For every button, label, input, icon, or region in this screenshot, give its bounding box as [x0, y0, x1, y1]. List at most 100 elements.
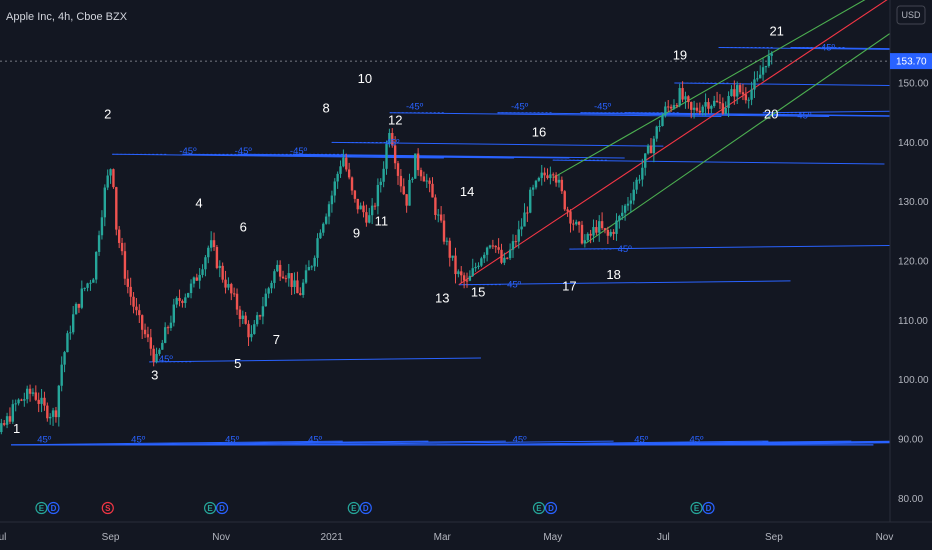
candle-body — [687, 96, 690, 103]
candle-body — [675, 105, 679, 107]
x-tick-label: Sep — [102, 532, 120, 543]
candle-body — [543, 172, 546, 176]
candle-body — [750, 89, 753, 100]
candle-body — [209, 240, 213, 248]
candle-body — [471, 268, 474, 276]
candle-body — [192, 277, 196, 284]
event-marker-d — [47, 501, 60, 515]
candle-body — [215, 247, 219, 268]
candle-body — [537, 177, 541, 181]
event-marker-text: S — [105, 504, 111, 513]
candle-body — [646, 145, 650, 154]
candle-body — [583, 240, 587, 244]
candle-body — [460, 271, 463, 276]
candle-body — [60, 364, 63, 386]
candle-body — [184, 297, 187, 303]
candle-body — [34, 392, 38, 400]
gann-down-line-10 — [674, 82, 890, 87]
wave-label-11: 11 — [375, 213, 389, 228]
candle-body — [132, 296, 135, 307]
candle-body — [704, 102, 707, 107]
candle-body — [158, 349, 161, 354]
candle-body — [747, 99, 750, 101]
candle-body — [290, 273, 293, 288]
wave-label-4: 4 — [195, 196, 202, 211]
candle-body — [106, 175, 109, 188]
candle-body — [695, 107, 699, 111]
candle-body — [428, 180, 431, 184]
y-tick-label: 140.00 — [898, 138, 929, 149]
candle-body — [74, 303, 78, 315]
candle-body — [350, 177, 354, 191]
candle-body — [324, 216, 328, 224]
candle-body — [678, 88, 681, 106]
candle-body — [353, 190, 357, 199]
candle-body — [221, 265, 224, 280]
candle-body — [655, 126, 658, 139]
gann-down-line-9 — [624, 112, 890, 117]
event-marker-d — [359, 501, 372, 515]
candle-body — [307, 267, 311, 271]
candle-body — [618, 216, 621, 221]
candle-body — [198, 274, 201, 281]
candle-body — [149, 337, 153, 349]
candle-body — [14, 403, 17, 405]
candle-body — [140, 315, 144, 330]
y-tick-label: 100.00 — [898, 375, 929, 386]
x-tick-label: Jul — [0, 532, 6, 543]
event-marker-e — [203, 501, 217, 515]
candle-body — [635, 179, 638, 190]
candle-body — [135, 306, 138, 311]
candle-body — [718, 102, 722, 104]
event-marker-text: E — [694, 504, 700, 513]
candle-body — [629, 200, 633, 204]
x-tick-label: Jul — [657, 532, 670, 543]
candle-body — [253, 324, 256, 334]
y-tick-label: 130.00 — [898, 197, 929, 208]
candle-body — [434, 197, 437, 215]
candle-body — [86, 283, 89, 288]
candle-body — [514, 241, 518, 243]
x-tick-label: Mar — [434, 532, 452, 543]
candle-body — [368, 215, 371, 223]
candle-body — [632, 189, 635, 201]
candle-body — [701, 106, 704, 113]
candle-body — [51, 410, 55, 417]
candle-body — [572, 223, 575, 225]
candle-body — [83, 287, 86, 289]
candle-body — [419, 170, 423, 177]
candle-body — [517, 229, 520, 242]
candle-body — [339, 166, 342, 174]
candle-body — [123, 251, 127, 279]
candle-body — [644, 153, 647, 168]
candle-body — [301, 282, 305, 295]
angle-label: -45º — [818, 42, 836, 53]
candle-body — [575, 221, 578, 225]
candle-body — [552, 174, 555, 176]
wave-label-8: 8 — [323, 101, 330, 116]
candle-body — [577, 221, 581, 225]
event-marker-e — [347, 501, 360, 515]
candle-body — [17, 399, 20, 404]
wave-label-1: 1 — [13, 421, 20, 436]
candle-body — [641, 167, 644, 180]
last-price-tag — [890, 53, 932, 70]
currency-label[interactable]: USD — [901, 10, 921, 20]
gann-up-line-12 — [569, 244, 890, 250]
candle-body — [388, 133, 391, 144]
candle-body — [0, 423, 3, 433]
gann-down-line-12 — [790, 46, 890, 50]
candle-body — [43, 397, 46, 406]
candle-body — [146, 334, 150, 338]
angle-label: 45º — [159, 354, 174, 365]
candle-body — [713, 100, 716, 107]
channel-line-1 — [552, 0, 866, 179]
candle-body — [264, 293, 267, 307]
candle-body — [759, 74, 762, 79]
candle-body — [365, 212, 368, 223]
gann-down-line-0 — [112, 153, 444, 159]
event-marker-text: D — [51, 504, 57, 513]
candle-body — [97, 235, 101, 252]
candle-body — [316, 238, 319, 258]
